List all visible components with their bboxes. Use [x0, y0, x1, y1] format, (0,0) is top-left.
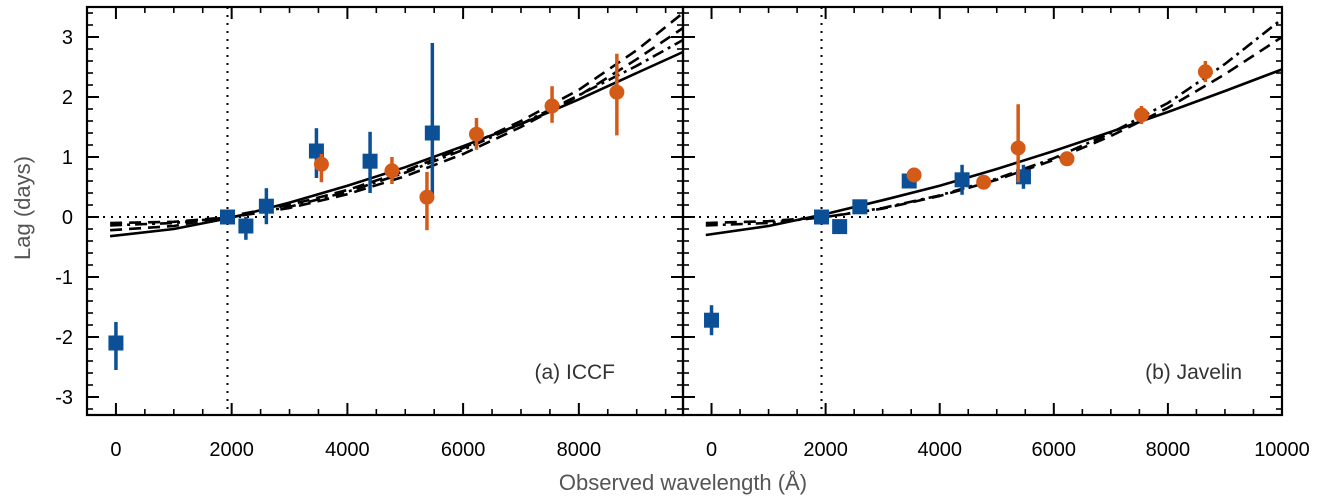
plot-frame	[85, 5, 685, 417]
model-curve-dashed-1	[110, 11, 684, 232]
square-point-6	[424, 125, 440, 141]
y-axis-title: Lag (days)	[10, 156, 35, 260]
circle-point-4	[544, 98, 560, 114]
square-point-2	[238, 218, 254, 234]
x-axis-title: Observed wavelength (Å)	[559, 470, 807, 495]
y-tick-label: 0	[62, 207, 73, 229]
y-tick-label: 3	[62, 27, 73, 49]
model-curve-solid-0	[109, 50, 684, 238]
x-tick-label: 6000	[1032, 439, 1077, 461]
circle-point-0	[906, 167, 922, 183]
x-tick-label: 8000	[1146, 439, 1191, 461]
square-point-2	[832, 219, 848, 235]
square-point-0	[108, 335, 124, 351]
circle-point-3	[468, 126, 484, 142]
square-point-5	[362, 153, 378, 169]
circle-point-3	[1059, 151, 1075, 167]
circle-point-5	[609, 84, 625, 100]
square-point-3	[852, 199, 868, 215]
y-tick-label: -1	[55, 267, 73, 289]
panel-b-label: (b) Javelin	[1145, 361, 1242, 384]
circle-point-2	[1010, 140, 1026, 156]
square-point-1	[219, 209, 235, 225]
panel-b-javelin: (b) Javelin 0 2000 4000 6000 8000 10000	[681, 5, 1310, 461]
square-point-3	[258, 198, 274, 214]
panel-a-iccf: (a) ICCF 0 2000 4000 6000 8000 -3 -2 -1 0 1 2 3	[55, 5, 685, 461]
square-point-0	[704, 312, 720, 328]
panel-a-label: (a) ICCF	[535, 361, 616, 384]
model-curve-solid-0	[705, 68, 1283, 237]
circle-point-2	[419, 189, 435, 205]
model-curve-dashed-2	[110, 26, 684, 225]
circle-point-1	[976, 174, 992, 190]
y-tick-label: -2	[55, 327, 73, 349]
x-tick-label: 4000	[917, 439, 962, 461]
x-tick-label: 0	[706, 439, 717, 461]
plot-frame	[681, 5, 1284, 417]
square-point-5	[954, 172, 970, 188]
y-tick-label: 1	[62, 147, 73, 169]
x-tick-label: 8000	[557, 439, 602, 461]
circle-point-5	[1197, 64, 1213, 80]
square-point-1	[814, 209, 830, 225]
model-curve-dashdot-3	[110, 38, 684, 227]
x-tick-label: 2000	[803, 439, 848, 461]
model-curve-dashed-1	[705, 35, 1283, 225]
model-curve-dashdot-2	[705, 17, 1283, 227]
circle-point-0	[313, 156, 329, 172]
y-tick-label: 2	[62, 87, 73, 109]
y-tick-label: -3	[55, 387, 73, 409]
x-tick-label: 4000	[325, 439, 370, 461]
x-tick-label: 6000	[441, 439, 486, 461]
x-tick-label: 2000	[209, 439, 254, 461]
circle-point-4	[1133, 107, 1149, 123]
x-tick-label: 10000	[1254, 439, 1310, 461]
circle-point-1	[384, 163, 400, 179]
x-tick-label: 0	[110, 439, 121, 461]
